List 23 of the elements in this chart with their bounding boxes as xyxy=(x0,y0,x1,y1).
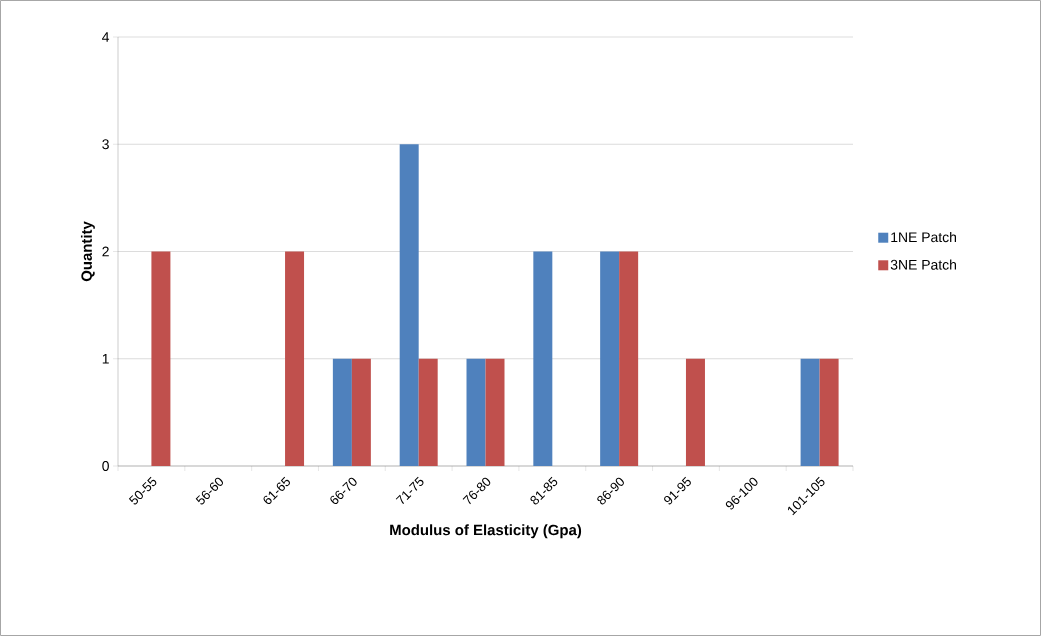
y-tick-label: 0 xyxy=(102,461,109,471)
legend-label: 1NE Patch xyxy=(891,231,956,243)
bar xyxy=(285,251,305,466)
y-axis-title: Quantity xyxy=(80,221,95,282)
bar xyxy=(351,358,371,466)
bar xyxy=(819,358,839,466)
bar xyxy=(619,251,639,466)
bar xyxy=(151,251,171,466)
y-tick-label: 3 xyxy=(102,139,109,150)
bar xyxy=(533,251,553,466)
legend-label: 3NE Patch xyxy=(890,259,956,270)
y-tick-label: 1 xyxy=(102,353,109,364)
bar xyxy=(600,251,620,466)
y-tick-label: 2 xyxy=(102,246,109,257)
bar xyxy=(800,358,820,466)
bar xyxy=(332,358,352,466)
bar xyxy=(399,144,419,466)
bar xyxy=(485,358,505,466)
bar xyxy=(685,358,705,466)
x-axis-title: Modulus of Elasticity (Gpa) xyxy=(390,524,582,539)
bar xyxy=(466,358,486,466)
y-tick-label: 4 xyxy=(102,32,110,42)
bar xyxy=(418,358,438,466)
